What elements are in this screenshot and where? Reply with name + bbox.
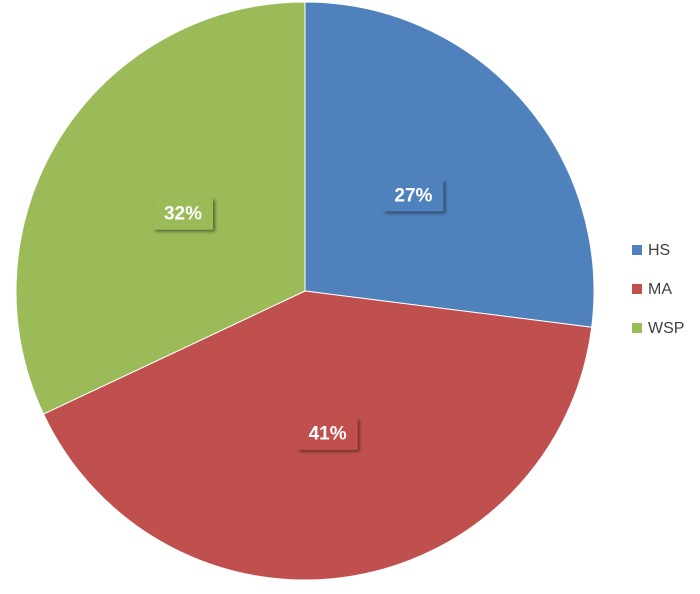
legend-label: MA — [648, 281, 672, 298]
legend-swatch — [632, 284, 642, 294]
value-label-box — [297, 417, 358, 450]
value-label-text: 41% — [309, 424, 347, 445]
value-label-box — [383, 179, 444, 212]
value-label: 27% — [383, 179, 444, 212]
legend-swatch — [632, 323, 642, 333]
value-label-text: 27% — [394, 185, 432, 206]
legend-swatch — [632, 245, 642, 255]
value-label: 41% — [297, 417, 358, 450]
legend-label: WSP — [648, 320, 684, 337]
pie-slice — [304, 1, 595, 328]
value-label-box — [152, 197, 213, 230]
value-label-text: 32% — [164, 204, 202, 225]
value-label: 32% — [152, 197, 213, 230]
legend-label: HS — [648, 242, 670, 259]
